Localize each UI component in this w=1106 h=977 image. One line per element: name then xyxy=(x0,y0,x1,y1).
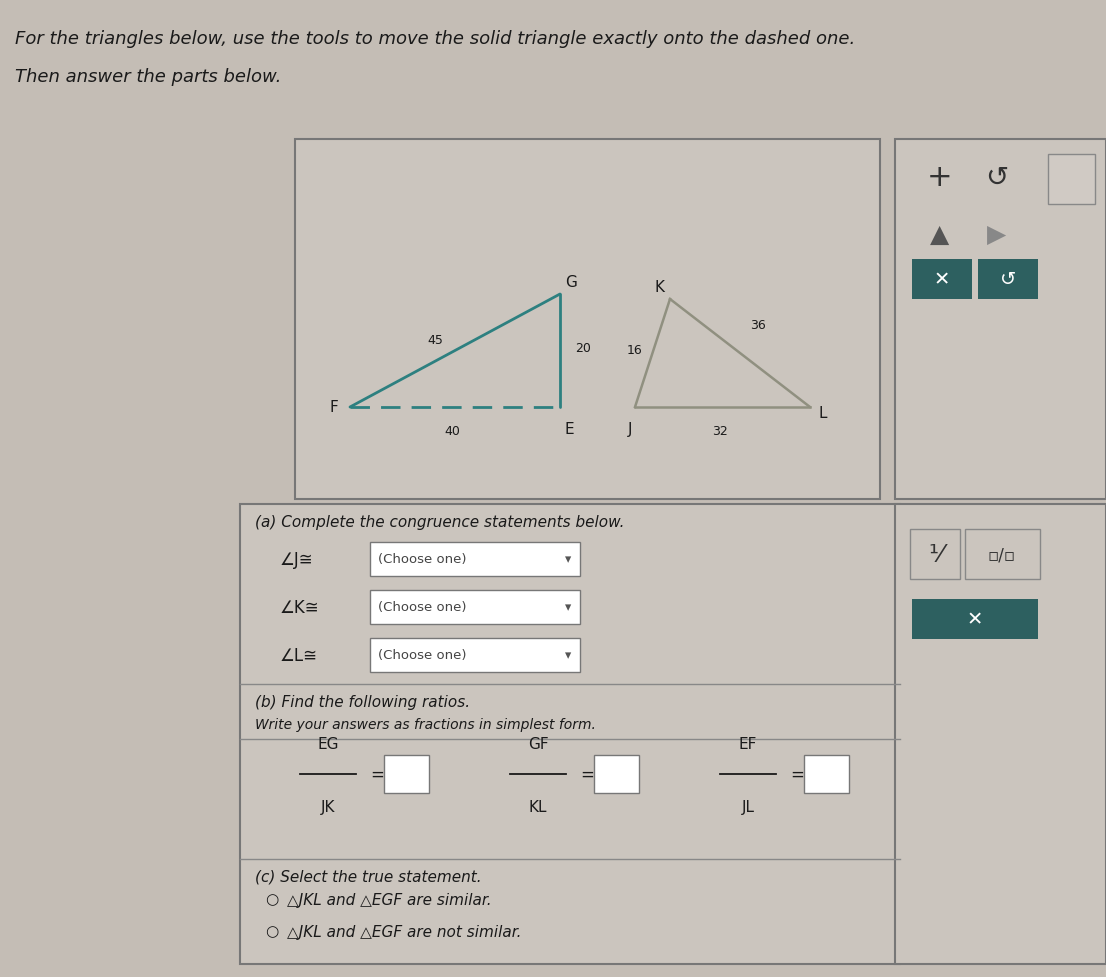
Text: ▲: ▲ xyxy=(930,223,950,247)
Text: (b) Find the following ratios.: (b) Find the following ratios. xyxy=(255,695,470,709)
Text: △JKL and △EGF are not similar.: △JKL and △EGF are not similar. xyxy=(286,923,522,939)
Text: KL: KL xyxy=(529,799,547,814)
Text: ∠L≅: ∠L≅ xyxy=(280,647,319,664)
FancyBboxPatch shape xyxy=(1048,154,1095,205)
Text: 40: 40 xyxy=(445,425,460,438)
Text: =: = xyxy=(790,765,804,784)
FancyBboxPatch shape xyxy=(594,755,639,793)
Text: EG: EG xyxy=(317,737,338,751)
Text: ✕: ✕ xyxy=(967,610,983,629)
FancyBboxPatch shape xyxy=(966,530,1040,579)
Text: ○: ○ xyxy=(265,923,279,939)
FancyBboxPatch shape xyxy=(371,638,580,672)
Text: 20: 20 xyxy=(575,341,591,354)
Text: ∠K≅: ∠K≅ xyxy=(280,598,320,616)
Text: (Choose one): (Choose one) xyxy=(378,553,467,566)
Text: (c) Select the true statement.: (c) Select the true statement. xyxy=(255,870,481,884)
Text: E: E xyxy=(565,421,575,437)
Text: J: J xyxy=(628,421,633,437)
Text: =: = xyxy=(580,765,594,784)
FancyBboxPatch shape xyxy=(371,542,580,576)
Text: 32: 32 xyxy=(712,425,728,438)
Text: GF: GF xyxy=(528,737,549,751)
FancyBboxPatch shape xyxy=(371,590,580,624)
Text: G: G xyxy=(565,275,577,290)
Text: (Choose one): (Choose one) xyxy=(378,601,467,614)
FancyBboxPatch shape xyxy=(240,504,900,964)
Text: JL: JL xyxy=(741,799,754,814)
Text: =: = xyxy=(371,765,384,784)
Text: ○: ○ xyxy=(265,892,279,907)
FancyBboxPatch shape xyxy=(912,599,1039,639)
Text: ▾: ▾ xyxy=(565,553,571,566)
Text: ∠J≅: ∠J≅ xyxy=(280,550,314,569)
FancyBboxPatch shape xyxy=(895,140,1106,499)
Text: ✕: ✕ xyxy=(933,271,950,289)
Text: L: L xyxy=(818,405,826,420)
FancyBboxPatch shape xyxy=(895,504,1106,964)
Text: ↺: ↺ xyxy=(1000,271,1016,289)
Text: +: + xyxy=(927,163,952,192)
FancyBboxPatch shape xyxy=(910,530,960,579)
FancyBboxPatch shape xyxy=(978,260,1039,300)
Text: JK: JK xyxy=(321,799,335,814)
Text: Write your answers as fractions in simplest form.: Write your answers as fractions in simpl… xyxy=(255,717,596,731)
Text: 36: 36 xyxy=(750,319,765,331)
Text: 16: 16 xyxy=(626,343,641,357)
Text: (Choose one): (Choose one) xyxy=(378,649,467,661)
Text: For the triangles below, use the tools to move the solid triangle exactly onto t: For the triangles below, use the tools t… xyxy=(15,30,855,48)
Text: ↺: ↺ xyxy=(985,164,1009,191)
Text: ▶: ▶ xyxy=(988,223,1006,247)
Text: ▫/▫: ▫/▫ xyxy=(988,545,1016,564)
FancyBboxPatch shape xyxy=(912,260,972,300)
Text: F: F xyxy=(330,401,338,415)
Text: ▾: ▾ xyxy=(565,649,571,661)
Text: 45: 45 xyxy=(427,333,442,346)
Text: K: K xyxy=(655,279,665,295)
FancyBboxPatch shape xyxy=(804,755,849,793)
Text: ▾: ▾ xyxy=(565,601,571,614)
Text: (a) Complete the congruence statements below.: (a) Complete the congruence statements b… xyxy=(255,515,625,530)
Text: △JKL and △EGF are similar.: △JKL and △EGF are similar. xyxy=(286,892,492,907)
Text: Then answer the parts below.: Then answer the parts below. xyxy=(15,68,281,86)
Text: ⅟: ⅟ xyxy=(928,542,942,567)
Text: EF: EF xyxy=(739,737,758,751)
FancyBboxPatch shape xyxy=(295,140,880,499)
FancyBboxPatch shape xyxy=(384,755,429,793)
